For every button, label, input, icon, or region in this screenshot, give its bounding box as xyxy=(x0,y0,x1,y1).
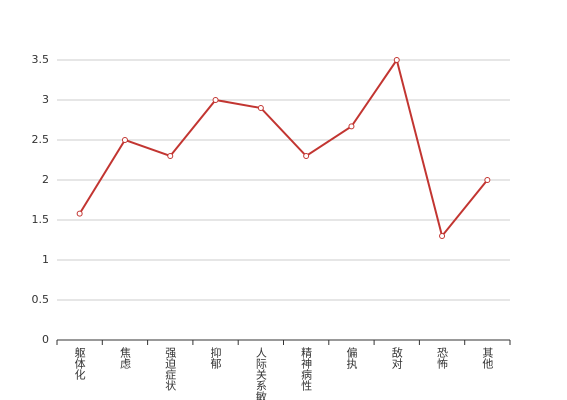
point xyxy=(393,57,400,63)
y-tick-label: 1.5 xyxy=(32,213,50,226)
point xyxy=(303,153,310,159)
point xyxy=(212,97,219,103)
x-tick-label: 焦虑 xyxy=(118,347,131,369)
y-tick-label: 0 xyxy=(42,333,49,346)
line xyxy=(78,57,489,239)
x-tick-label: 强迫症状 xyxy=(164,347,177,391)
y-tick-label: 0.5 xyxy=(32,293,50,306)
y-tick-label: 2.5 xyxy=(32,133,50,146)
point xyxy=(121,137,128,143)
x-tick-label: 人际关系敏感 xyxy=(254,347,267,400)
point xyxy=(167,153,174,159)
x-tick-label: 精神病性 xyxy=(300,347,313,392)
y-tick-label: 1 xyxy=(42,253,49,266)
x-tick-label: 偏执 xyxy=(345,346,358,370)
x-tick-label: 抑郁 xyxy=(209,346,222,369)
point xyxy=(76,210,83,217)
x-tick-label: 其他 xyxy=(481,347,494,369)
point xyxy=(484,177,491,183)
x-tick-label: 敌对 xyxy=(390,346,403,369)
x-tick-label: 躯体化 xyxy=(73,347,86,381)
y-tick-label: 2 xyxy=(42,173,49,186)
point xyxy=(257,105,264,111)
point xyxy=(439,233,446,239)
x-tick-label: 恐怖 xyxy=(436,347,449,369)
point xyxy=(348,123,355,130)
y-tick-label: 3 xyxy=(42,93,49,106)
y-tick-label: 3.5 xyxy=(32,53,50,66)
